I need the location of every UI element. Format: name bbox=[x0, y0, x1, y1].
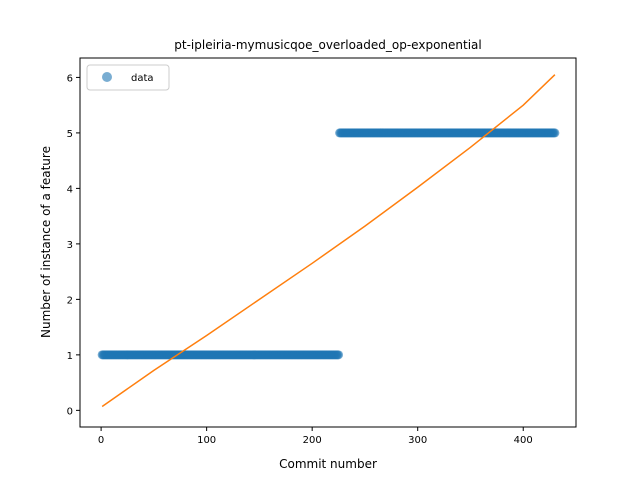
y-tick-label: 3 bbox=[67, 240, 73, 251]
x-tick-label: 0 bbox=[98, 435, 104, 446]
legend-box bbox=[86, 64, 170, 91]
chart-title: pt-ipleiria-mymusicqoe_overloaded_op-exp… bbox=[174, 38, 481, 52]
ticks-layer: 0 100 200 300 400 0 1 2 3 4 5 6 bbox=[67, 73, 533, 446]
y-tick-label: 4 bbox=[67, 184, 73, 195]
x-tick-label: 200 bbox=[303, 435, 322, 446]
legend: data bbox=[86, 64, 170, 91]
y-tick-label: 1 bbox=[67, 351, 73, 362]
y-axis-label: Number of instance of a feature bbox=[39, 146, 53, 338]
x-tick-label: 400 bbox=[514, 435, 533, 446]
plot-layer bbox=[97, 74, 560, 408]
fit-line bbox=[101, 74, 556, 408]
y-tick-label: 5 bbox=[67, 129, 73, 140]
x-tick-label: 100 bbox=[197, 435, 216, 446]
axes-frame bbox=[79, 57, 577, 428]
x-axis-label: Commit number bbox=[279, 457, 377, 471]
y-tick-label: 0 bbox=[67, 406, 73, 417]
data-point bbox=[550, 128, 560, 138]
y-tick-label: 2 bbox=[67, 295, 73, 306]
data-point bbox=[334, 350, 344, 360]
legend-marker-data bbox=[102, 72, 112, 82]
y-tick-label: 6 bbox=[67, 73, 73, 84]
legend-label-data: data bbox=[131, 73, 154, 84]
x-tick-label: 300 bbox=[408, 435, 427, 446]
